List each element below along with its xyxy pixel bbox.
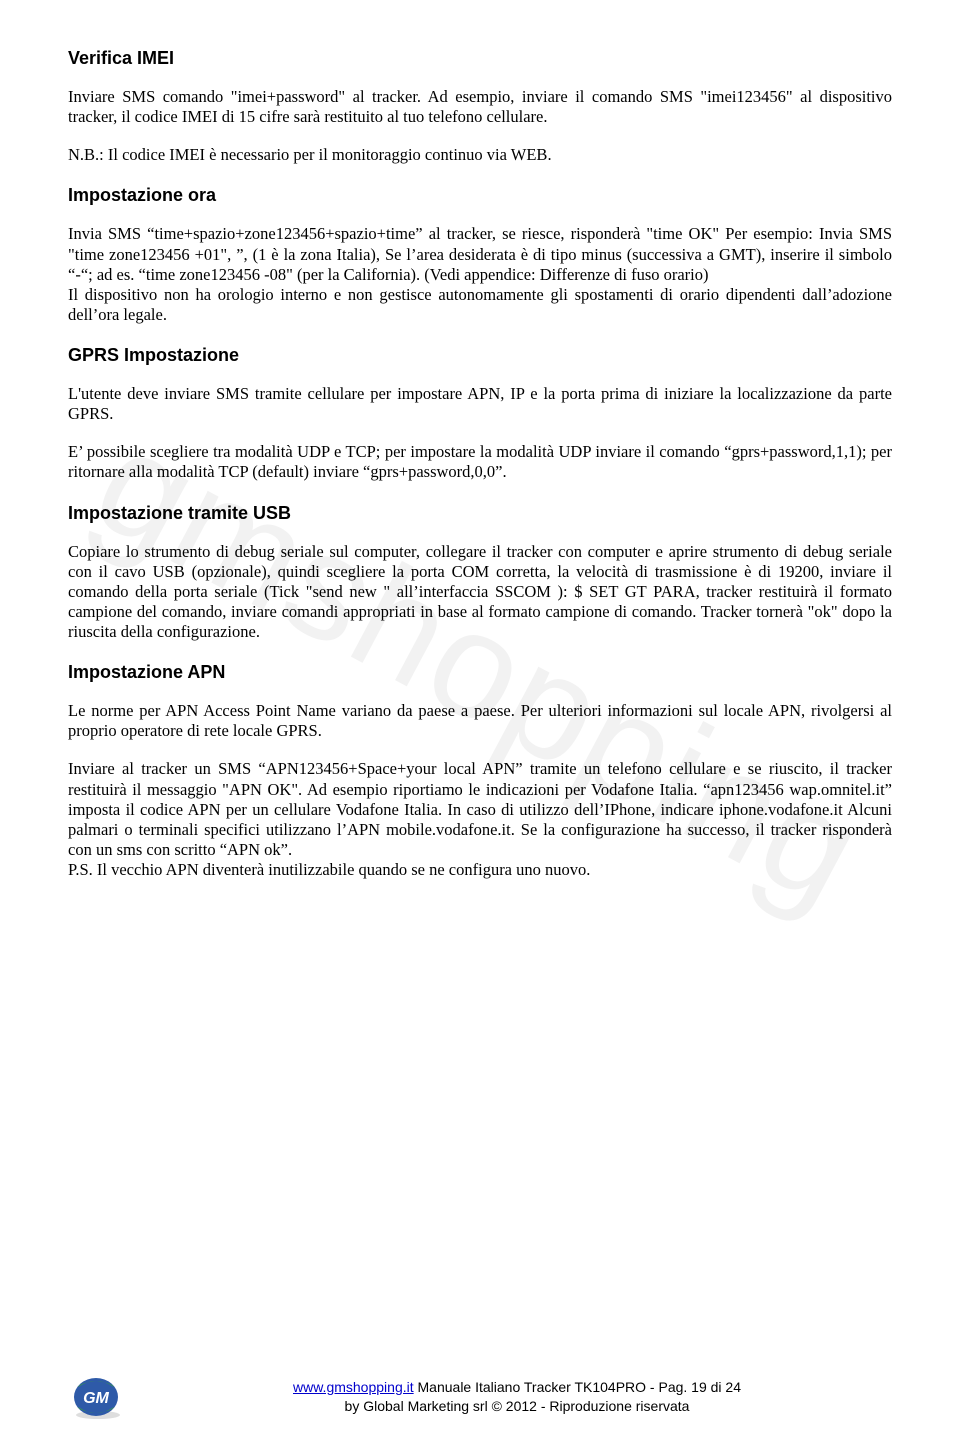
paragraph: Le norme per APN Access Point Name varia… <box>68 701 892 741</box>
paragraph: Il dispositivo non ha orologio interno e… <box>68 285 892 325</box>
heading-impostazione-ora: Impostazione ora <box>68 185 892 206</box>
paragraph: L'utente deve inviare SMS tramite cellul… <box>68 384 892 424</box>
paragraph: P.S. Il vecchio APN diventerà inutilizza… <box>68 860 892 880</box>
heading-usb: Impostazione tramite USB <box>68 503 892 524</box>
paragraph: Inviare al tracker un SMS “APN123456+Spa… <box>68 759 892 860</box>
gm-logo-icon: GM <box>68 1373 124 1421</box>
footer-line1: Manuale Italiano Tracker TK104PRO - Pag.… <box>414 1379 741 1395</box>
heading-gprs: GPRS Impostazione <box>68 345 892 366</box>
paragraph: Copiare lo strumento di debug seriale su… <box>68 542 892 643</box>
svg-text:GM: GM <box>83 1390 109 1407</box>
document-body: Verifica IMEI Inviare SMS comando "imei+… <box>68 48 892 880</box>
footer-line2: by Global Marketing srl © 2012 - Riprodu… <box>345 1398 690 1414</box>
paragraph: Invia SMS “time+spazio+zone123456+spazio… <box>68 224 892 284</box>
footer-link[interactable]: www.gmshopping.it <box>293 1379 414 1395</box>
heading-verifica-imei: Verifica IMEI <box>68 48 892 69</box>
page-footer: GM www.gmshopping.it Manuale Italiano Tr… <box>68 1373 892 1421</box>
heading-apn: Impostazione APN <box>68 662 892 683</box>
paragraph: Inviare SMS comando "imei+password" al t… <box>68 87 892 127</box>
paragraph: N.B.: Il codice IMEI è necessario per il… <box>68 145 892 165</box>
footer-text: www.gmshopping.it Manuale Italiano Track… <box>142 1378 892 1416</box>
paragraph: E’ possibile scegliere tra modalità UDP … <box>68 442 892 482</box>
